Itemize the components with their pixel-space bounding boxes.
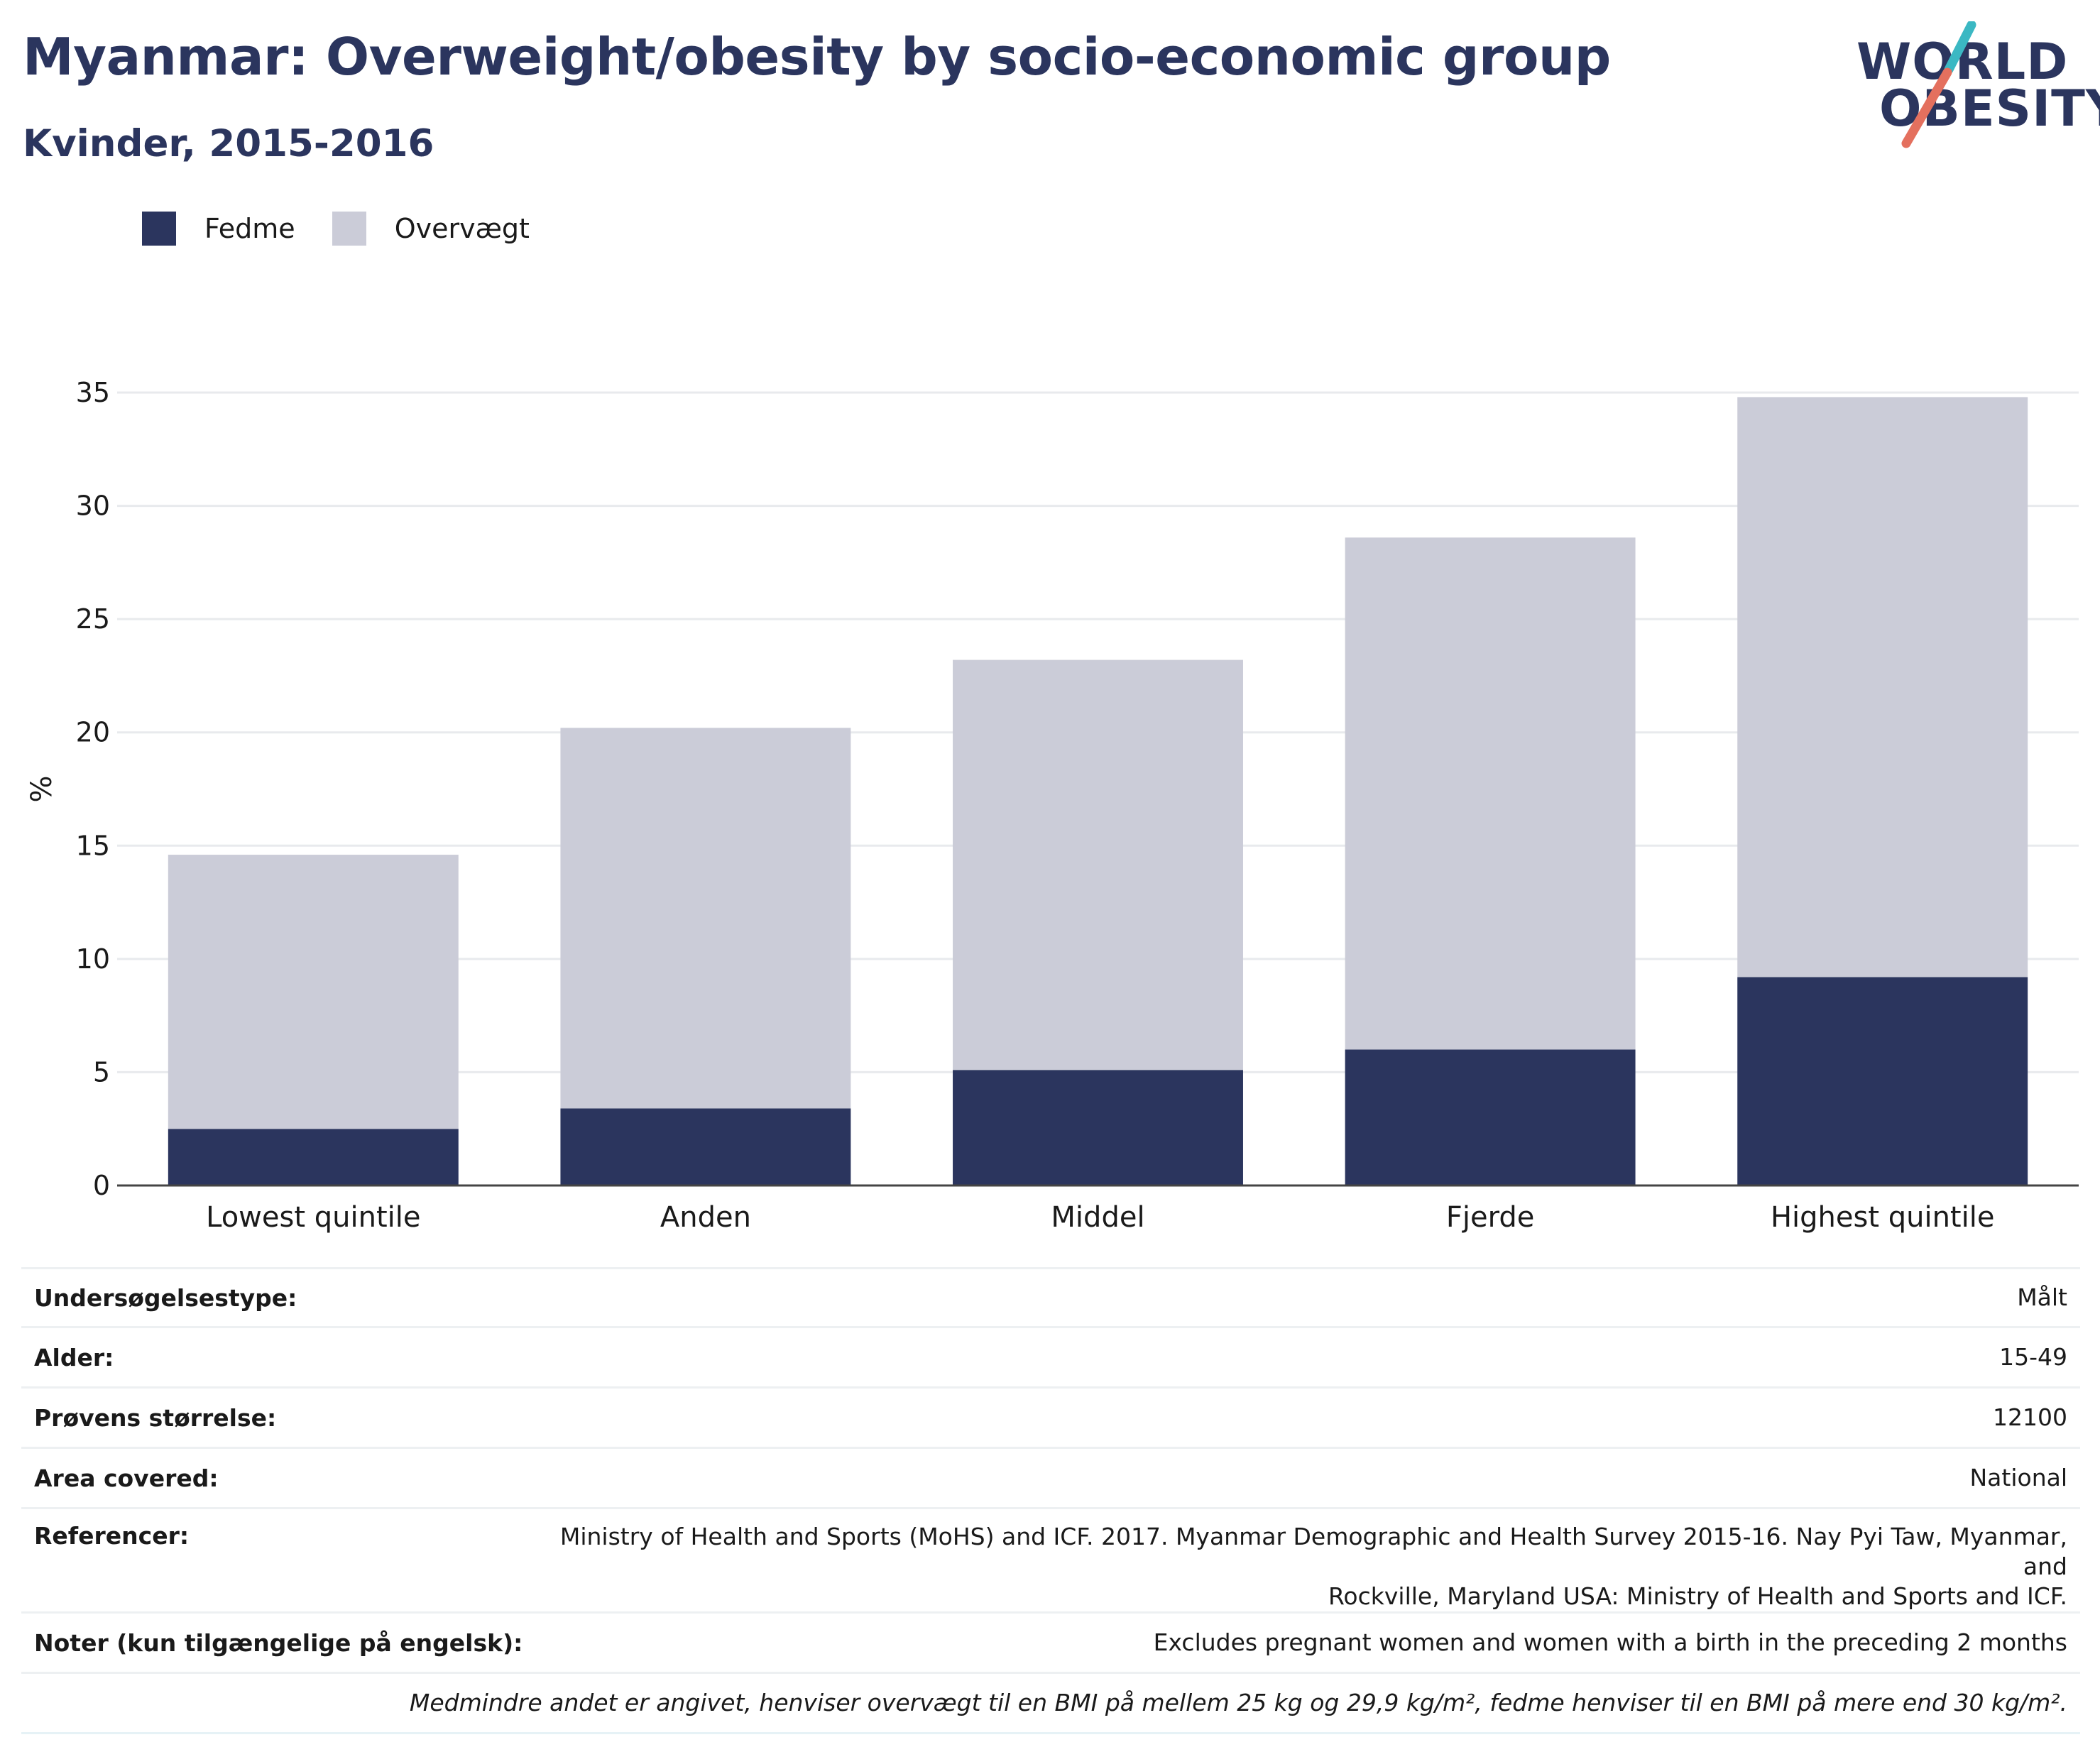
bar-fedme: [560, 1108, 851, 1185]
info-row-area: Area covered: National: [21, 1447, 2080, 1508]
bmi-footnote: Medmindre andet er angivet, henviser ove…: [21, 1672, 2080, 1734]
info-key: Prøvens størrelse:: [21, 1386, 544, 1448]
y-tick-label: 30: [76, 491, 110, 522]
info-row-notes: Noter (kun tilgængelige på engelsk): Exc…: [21, 1611, 2080, 1673]
x-tick-label: Anden: [660, 1201, 751, 1234]
info-value: National: [544, 1447, 2080, 1508]
info-row-age: Alder: 15-49: [21, 1326, 2080, 1388]
info-row-survey-type: Undersøgelsestype: Målt: [21, 1267, 2080, 1327]
bar-overvaegt: [560, 728, 851, 1109]
legend-item-overvaegt[interactable]: Overvægt: [332, 212, 530, 246]
world-obesity-logo: WORLD OBESITY: [1856, 21, 2100, 149]
bar-overvaegt: [1345, 537, 1636, 1050]
info-row-sample-size: Prøvens størrelse: 12100: [21, 1386, 2080, 1448]
y-tick-label: 25: [76, 603, 110, 635]
bar-fedme: [953, 1070, 1243, 1185]
bar-overvaegt: [168, 855, 459, 1129]
bar-fedme: [1345, 1049, 1636, 1185]
y-tick-label: 5: [93, 1056, 110, 1088]
logo-slash-icon: [1901, 21, 1976, 148]
info-key: Area covered:: [21, 1447, 544, 1508]
info-key: Alder:: [21, 1326, 544, 1388]
y-tick-label: 35: [76, 377, 110, 408]
chart-subtitle: Kvinder, 2015-2016: [23, 122, 434, 165]
bar-fedme: [168, 1129, 459, 1185]
legend-label-fedme: Fedme: [204, 213, 295, 244]
info-key: Referencer:: [21, 1507, 544, 1613]
info-value: 15-49: [544, 1326, 2080, 1388]
legend-swatch-overvaegt: [332, 212, 366, 246]
legend-label-overvaegt: Overvægt: [394, 213, 530, 244]
bar-overvaegt: [1737, 397, 2028, 977]
info-key: Undersøgelsestype:: [21, 1267, 544, 1327]
y-tick-label: 20: [76, 717, 110, 748]
bar-overvaegt: [953, 659, 1243, 1070]
legend-swatch-fedme: [142, 212, 176, 246]
x-tick-label: Middel: [1051, 1201, 1144, 1234]
y-tick-label: 15: [76, 830, 110, 861]
info-value: Excludes pregnant women and women with a…: [544, 1611, 2080, 1673]
x-tick-label: Highest quintile: [1771, 1201, 1995, 1234]
info-row-footnote: Medmindre andet er angivet, henviser ove…: [21, 1672, 2080, 1734]
info-value: Ministry of Health and Sports (MoHS) and…: [544, 1507, 2080, 1613]
y-axis-title: %: [26, 775, 58, 802]
chart-legend: Fedme Overvægt: [142, 212, 567, 246]
x-tick-label: Fjerde: [1446, 1201, 1534, 1234]
info-row-references: Referencer: Ministry of Health and Sport…: [21, 1507, 2080, 1613]
x-tick-label: Lowest quintile: [206, 1201, 420, 1234]
legend-item-fedme[interactable]: Fedme: [142, 212, 295, 246]
stacked-bar-chart: 0 5 10 15 20 25 30 35% Lowest quintile Anden Midde…: [26, 377, 2079, 1234]
info-value: 12100: [544, 1386, 2080, 1448]
survey-info-table: Undersøgelsestype: Målt Alder: 15-49 Prø…: [21, 1267, 2080, 1734]
y-tick-label: 10: [76, 943, 110, 975]
y-tick-label: 0: [93, 1170, 110, 1201]
reference-line-1: Ministry of Health and Sports (MoHS) and…: [559, 1523, 2067, 1580]
chart-title: Myanmar: Overweight/obesity by socio-eco…: [23, 27, 1611, 87]
info-value: Målt: [544, 1267, 2080, 1327]
info-key: Noter (kun tilgængelige på engelsk):: [21, 1611, 544, 1673]
bar-fedme: [1737, 977, 2028, 1185]
reference-line-2: Rockville, Maryland USA: Ministry of Hea…: [1328, 1582, 2067, 1610]
